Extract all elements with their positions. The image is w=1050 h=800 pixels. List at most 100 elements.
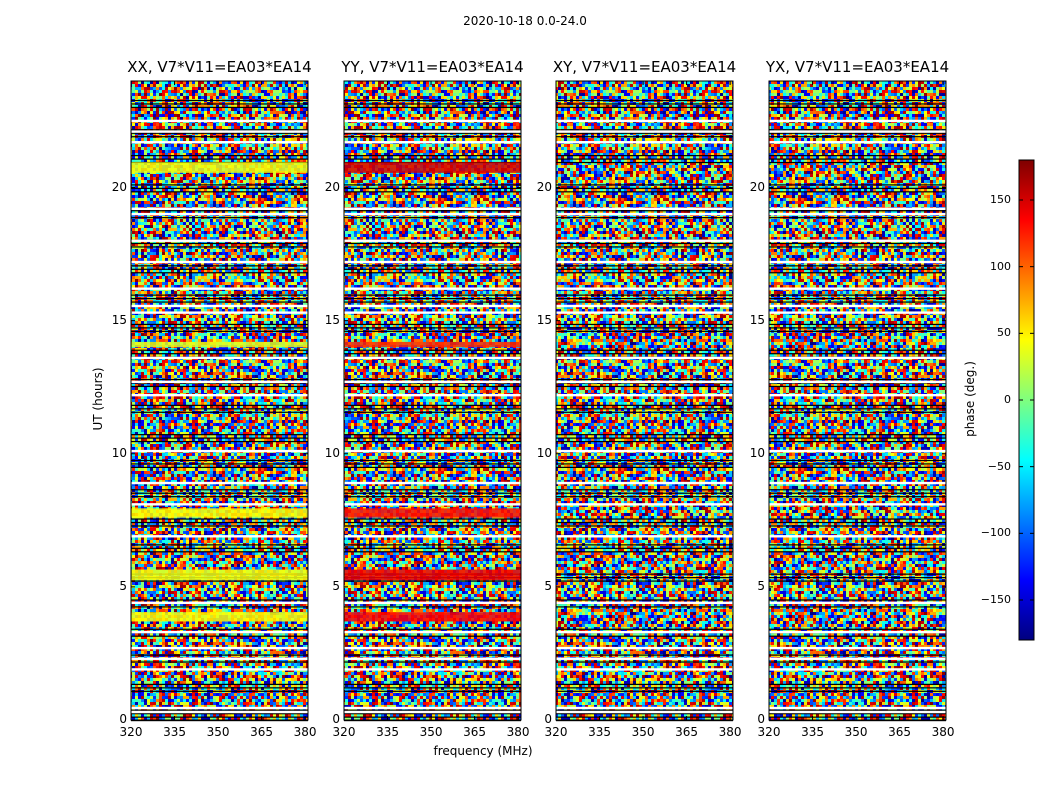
heatmap-dark-row: [344, 103, 521, 105]
flagged-row: [769, 239, 946, 242]
heatmap-dark-row: [131, 129, 308, 131]
heatmap-dark-row: [131, 327, 308, 329]
heatmap-dark-row: [769, 709, 946, 711]
x-tick-label: 320: [757, 725, 781, 739]
heatmap-dark-row: [769, 492, 946, 494]
heatmap-dark-row: [344, 294, 521, 296]
heatmap-dark-row: [344, 297, 521, 300]
colorbar-tick-label: 150: [990, 193, 1011, 206]
flagged-row: [769, 481, 946, 485]
heatmap-dark-row: [556, 683, 733, 685]
heatmap-dark-row: [344, 492, 521, 494]
flagged-row: [131, 393, 308, 397]
heatmap-dark-row: [131, 437, 308, 439]
x-tick-label: 320: [544, 725, 568, 739]
heatmap-dark-row: [556, 573, 733, 575]
heatmap-dark-row: [344, 353, 521, 355]
heatmap-dark-row: [344, 661, 521, 663]
heatmap-dark-row: [131, 385, 308, 388]
heatmap-dark-row: [131, 158, 308, 160]
axes-frame: [343, 80, 522, 721]
flagged-row: [344, 260, 521, 264]
heatmap-dark-row: [131, 628, 308, 630]
x-tick-label: 380: [293, 725, 317, 739]
heatmap-dark-row: [344, 628, 521, 630]
flagged-row: [344, 646, 521, 650]
heatmap-dark-row: [769, 599, 946, 601]
flagged-row: [769, 260, 946, 264]
flagged-row: [556, 601, 733, 605]
flagged-row: [131, 380, 308, 384]
heatmap-dark-row: [131, 709, 308, 711]
heatmap-dark-row: [769, 327, 946, 329]
heatmap-dark-row: [556, 547, 733, 549]
flagged-row: [131, 535, 308, 538]
heatmap-dark-row: [344, 489, 521, 491]
flagged-row: [131, 481, 308, 485]
heatmap-dark-row: [131, 210, 308, 212]
x-tick-label: 335: [376, 725, 399, 739]
heatmap-dark-row: [556, 246, 733, 248]
heatmap-dark-row: [769, 580, 946, 582]
flagged-row: [769, 393, 946, 397]
heatmap-dark-row: [769, 106, 946, 109]
phase-band: [131, 612, 308, 622]
heatmap-dark-row: [556, 353, 733, 355]
heatmap-dark-row: [556, 544, 733, 546]
flagged-row: [131, 260, 308, 264]
heatmap-dark-row: [769, 577, 946, 579]
heatmap-dark-row: [769, 690, 946, 692]
flagged-row: [131, 706, 308, 710]
heatmap-dark-row: [556, 161, 733, 164]
heatmap-dark-row: [769, 551, 946, 553]
flagged-row: [556, 481, 733, 485]
flagged-row: [556, 356, 733, 360]
heatmap-dark-row: [344, 440, 521, 443]
flagged-row: [131, 239, 308, 242]
x-tick-label: 380: [931, 725, 955, 739]
heatmap-dark-row: [344, 716, 521, 718]
heatmap-dark-row: [769, 463, 946, 465]
y-tick-label: 0: [544, 712, 552, 726]
axes-frame: [130, 80, 309, 721]
heatmap-dark-row: [344, 709, 521, 711]
heatmap-dark-row: [344, 544, 521, 546]
heatmap-dark-row: [769, 191, 946, 193]
heatmap-dark-row: [556, 635, 733, 637]
x-tick-label: 365: [675, 725, 699, 739]
heatmap-dark-row: [556, 99, 733, 102]
heatmap-dark-row: [344, 99, 521, 102]
heatmap-dark-row: [344, 301, 521, 303]
flagged-row: [131, 356, 308, 360]
flagged-row: [344, 630, 521, 634]
heatmap-dark-row: [556, 268, 733, 270]
flagged-row: [344, 356, 521, 360]
flagged-row: [131, 212, 308, 216]
heatmap-dark-row: [769, 437, 946, 439]
heatmap-dark-row: [131, 265, 308, 267]
flagged-row: [556, 535, 733, 538]
x-tick-label: 365: [250, 725, 274, 739]
heatmap-dark-row: [344, 683, 521, 685]
heatmap-dark-row: [344, 408, 521, 410]
flagged-row: [556, 260, 733, 264]
heatmap-dark-row: [556, 132, 733, 134]
x-tick-label: 335: [163, 725, 186, 739]
heatmap-dark-row: [769, 713, 946, 715]
x-tick-label: 335: [588, 725, 611, 739]
heatmap-dark-row: [556, 411, 733, 413]
heatmap-dark-row: [556, 440, 733, 443]
heatmap-dark-row: [769, 246, 946, 248]
flagged-row: [556, 380, 733, 384]
heatmap-dark-row: [344, 378, 521, 381]
flagged-row: [769, 207, 946, 210]
heatmap-dark-row: [344, 242, 521, 245]
x-tick-label: 320: [332, 725, 356, 739]
x-tick-label: 350: [844, 725, 868, 739]
x-tick-label: 320: [119, 725, 143, 739]
x-tick-label: 380: [506, 725, 530, 739]
heatmap-dark-row: [344, 521, 521, 524]
heatmap-dark-row: [769, 99, 946, 102]
flagged-row: [131, 601, 308, 605]
